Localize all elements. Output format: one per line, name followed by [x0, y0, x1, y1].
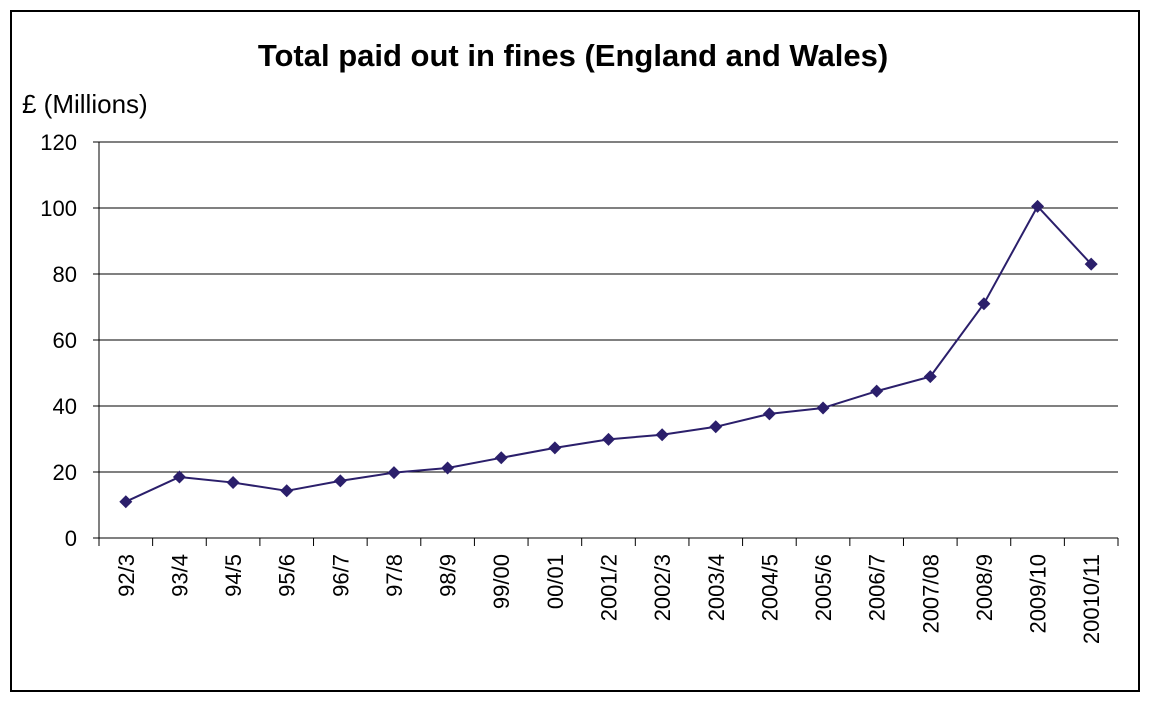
x-tick-labels: 92/3 93/4 94/5 95/6 96/7 97/8 98/9 99/00 00/01 20…	[114, 554, 1104, 644]
grid-layer	[99, 141, 1118, 473]
x-tick-label: 2002/3	[650, 554, 675, 621]
data-point-marker	[333, 474, 347, 488]
y-tick-labels: 0 20 40 60 80 100 120	[40, 130, 77, 551]
data-point-marker	[977, 297, 991, 311]
data-point-marker	[226, 476, 240, 490]
y-tick-label: 60	[53, 328, 77, 353]
x-tick-label: 2009/10	[1026, 554, 1051, 634]
x-tick-label: 92/3	[114, 554, 139, 597]
data-point-marker	[870, 384, 884, 398]
x-tick-label: 2005/6	[811, 554, 836, 621]
data-point-marker	[602, 432, 615, 446]
x-tick-label: 2004/5	[757, 554, 782, 621]
y-tick-label: 0	[65, 526, 77, 551]
series-layer	[125, 205, 1092, 503]
y-tick-label: 80	[53, 262, 77, 287]
x-tick-label: 2006/7	[865, 554, 890, 621]
data-point-marker	[655, 428, 669, 442]
marker-layer	[119, 199, 1098, 509]
x-tick-label: 96/7	[328, 554, 353, 597]
data-point-marker	[119, 495, 133, 509]
series-line	[125, 205, 1092, 503]
y-tick-label: 40	[53, 394, 77, 419]
data-point-marker	[172, 470, 186, 484]
x-tick-label: 95/6	[275, 554, 300, 597]
data-point-marker	[923, 370, 937, 384]
data-point-marker	[441, 461, 455, 475]
data-point-marker	[387, 466, 401, 480]
y-tick-label: 100	[40, 196, 77, 221]
chart-frame	[10, 10, 1140, 692]
data-point-marker	[762, 407, 776, 421]
x-tick-label: 93/4	[167, 554, 192, 597]
axis-layer	[93, 141, 1119, 546]
x-tick-label: 20010/11	[1079, 554, 1104, 644]
data-point-marker	[1031, 199, 1045, 213]
data-point-marker	[816, 401, 830, 415]
y-tick-label: 20	[53, 460, 77, 485]
x-tick-label: 2001/2	[597, 554, 622, 621]
data-point-marker	[1084, 257, 1098, 271]
data-point-marker	[548, 441, 562, 455]
data-point-marker	[280, 484, 294, 498]
x-tick-label: 2003/4	[704, 554, 729, 621]
y-axis-label: £ (Millions)	[22, 89, 148, 119]
x-tick-label: 94/5	[221, 554, 246, 597]
x-tick-label: 98/9	[436, 554, 461, 597]
data-point-marker	[494, 451, 508, 465]
y-tick-label: 120	[40, 130, 77, 155]
x-tick-label: 00/01	[543, 554, 568, 609]
x-tick-label: 99/00	[489, 554, 514, 609]
x-tick-label: 2007/08	[918, 554, 943, 634]
x-tick-label: 2008/9	[972, 554, 997, 621]
chart-title: Total paid out in fines (England and Wal…	[258, 38, 888, 73]
data-point-marker	[709, 420, 723, 434]
x-tick-label: 97/8	[382, 554, 407, 597]
